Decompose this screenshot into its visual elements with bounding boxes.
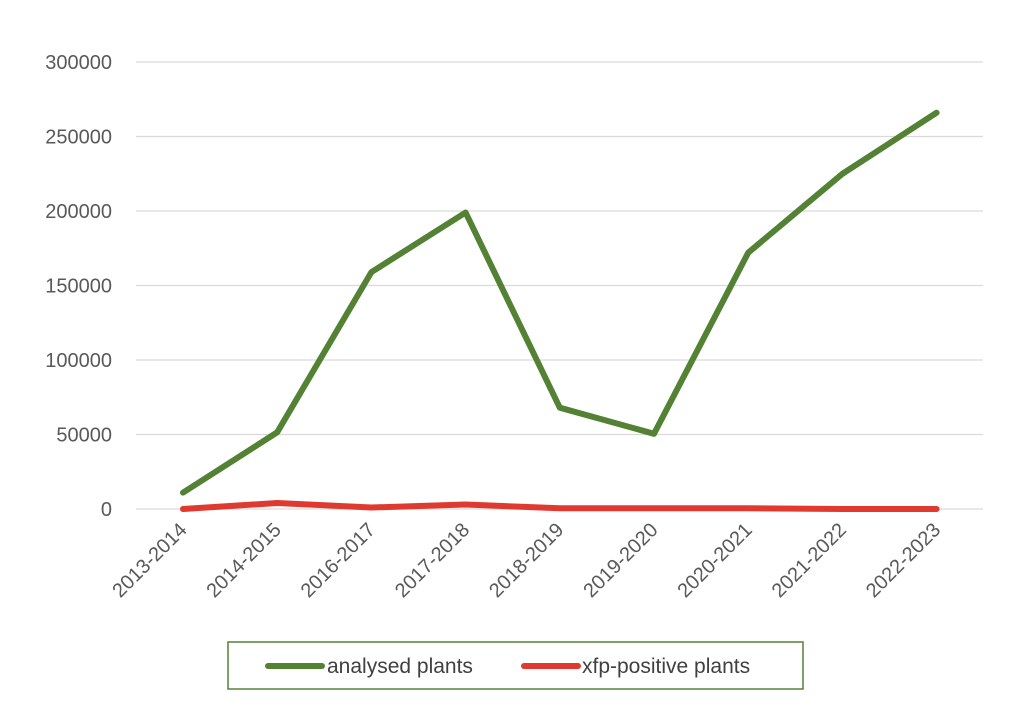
legend-label: analysed plants bbox=[327, 655, 473, 678]
x-tick-label: 2018-2019 bbox=[485, 519, 568, 602]
legend: analysed plants xfp-positive plants bbox=[227, 641, 804, 690]
x-tick-label: 2022-2023 bbox=[862, 519, 945, 602]
x-axis-tick-labels: 2013-2014 2014-2015 2016-2017 2017-2018 2018… bbox=[108, 519, 945, 602]
y-tick-label: 50000 bbox=[56, 425, 112, 447]
x-tick-label: 2020-2021 bbox=[674, 519, 757, 602]
series-line-0 bbox=[180, 109, 940, 496]
y-tick-label: 150000 bbox=[45, 276, 112, 298]
x-tick-label: 2013-2014 bbox=[108, 519, 191, 602]
series-lines bbox=[180, 109, 940, 512]
x-tick-label: 2021-2022 bbox=[768, 519, 851, 602]
x-tick-label: 2017-2018 bbox=[391, 519, 474, 602]
x-tick-label: 2014-2015 bbox=[203, 519, 286, 602]
y-axis-tick-labels: 0 50000 100000 150000 200000 250000 300000 bbox=[45, 52, 112, 521]
y-tick-label: 250000 bbox=[45, 127, 112, 149]
y-tick-label: 300000 bbox=[45, 52, 112, 74]
y-tick-label: 100000 bbox=[45, 350, 112, 372]
series-line-1 bbox=[180, 500, 940, 512]
legend-label: xfp-positive plants bbox=[582, 655, 750, 678]
y-tick-label: 0 bbox=[101, 499, 112, 521]
x-tick-label: 2019-2020 bbox=[579, 519, 662, 602]
y-tick-label: 200000 bbox=[45, 201, 112, 223]
legend-box bbox=[227, 641, 804, 690]
x-tick-label: 2016-2017 bbox=[297, 519, 380, 602]
